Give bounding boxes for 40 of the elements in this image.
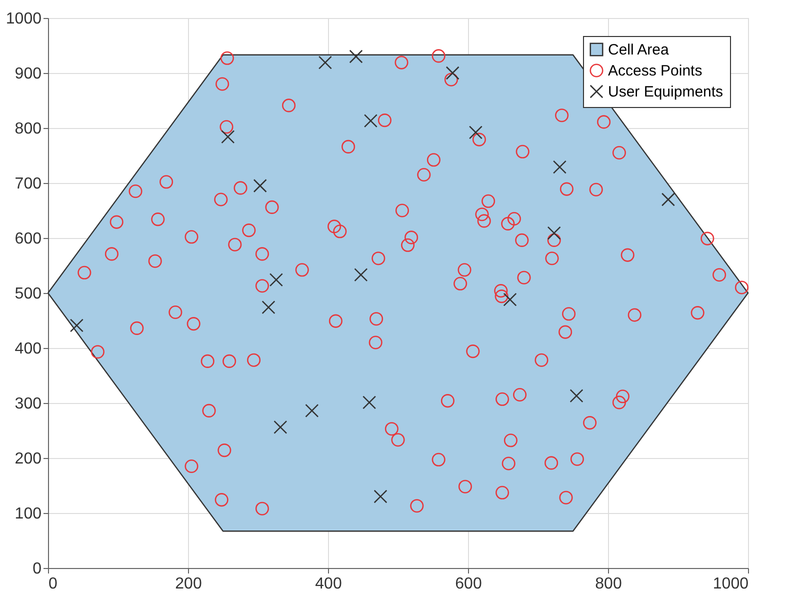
legend-label: Cell Area [608, 42, 670, 58]
point [503, 292, 517, 306]
x-tick-label: 800 [595, 576, 622, 592]
point [364, 114, 378, 128]
point [468, 126, 482, 140]
point [274, 420, 288, 434]
x-tick-label: 1000 [712, 576, 749, 592]
point [661, 192, 675, 206]
point [446, 66, 460, 80]
y-tick-label: 900 [14, 66, 42, 82]
y-tick-label: 1000 [6, 10, 42, 28]
point [305, 404, 319, 418]
x-tick-label: 200 [175, 576, 202, 592]
y-tick-label: 0 [32, 560, 42, 578]
y-tick-label: 700 [14, 176, 42, 192]
point [269, 273, 283, 287]
point [318, 56, 332, 70]
point [374, 490, 388, 504]
point [349, 50, 363, 64]
x-tick-label: 0 [48, 576, 58, 592]
y-tick-label: 300 [14, 396, 42, 412]
y-tick-label: 100 [14, 506, 42, 522]
point [570, 389, 584, 403]
x-tick-label: 400 [315, 576, 342, 592]
y-tick-label: 800 [14, 120, 42, 138]
y-tick-label: 400 [14, 340, 42, 358]
y-tick-label: 200 [14, 450, 42, 468]
legend-label: User Equipments [608, 84, 724, 100]
legend-label: Access Points [608, 62, 702, 80]
point [221, 130, 235, 144]
point [354, 268, 368, 282]
point [362, 396, 376, 410]
y-tick-label: 500 [14, 286, 42, 302]
point [547, 226, 561, 240]
point [253, 178, 267, 193]
point [70, 318, 84, 332]
y-tick-label: 600 [14, 230, 42, 248]
x-tick-label: 600 [455, 576, 482, 592]
point [262, 300, 276, 314]
point [552, 160, 566, 174]
